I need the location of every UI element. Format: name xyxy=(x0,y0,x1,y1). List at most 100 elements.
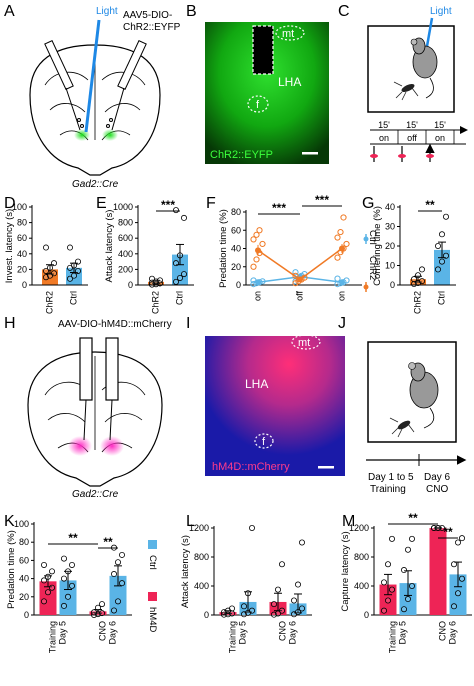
y-tick-label-L-2: 800 xyxy=(194,552,209,562)
x-group-label-M-0-0: Training xyxy=(387,621,397,653)
panel-j: J Day 1 to 5 Training Day 6 CNO xyxy=(338,315,467,495)
cricket-marker-1 xyxy=(370,154,378,158)
legend-label-hm4d-k: hM4D xyxy=(147,607,158,632)
point-M-3-1 xyxy=(454,590,461,597)
point-L-2-4 xyxy=(274,586,281,593)
x-tick-label-G-0: ChR2 xyxy=(412,291,422,314)
light-label-c: Light xyxy=(430,6,452,17)
point-M-0-2 xyxy=(388,586,395,593)
y-axis-label-M: Capture latency (s) xyxy=(340,531,351,611)
injection-pipette-left-a xyxy=(44,39,81,131)
point-L-1-3 xyxy=(240,603,247,610)
point-M-0-4 xyxy=(384,561,391,568)
panel-letter-a: A xyxy=(4,3,15,20)
point-M-3-0 xyxy=(450,603,457,610)
point-K-3-0 xyxy=(111,607,118,614)
point-M-0-1 xyxy=(384,597,391,604)
point-M-0-0 xyxy=(380,607,387,614)
point-D-1-2 xyxy=(75,267,82,274)
x-group-label-L-1-0: CNO xyxy=(277,621,287,641)
arena-c xyxy=(367,25,455,113)
sig-label-M-1: ** xyxy=(443,525,453,539)
mouse-icon-c xyxy=(410,37,438,99)
point-chr2-1-4 xyxy=(292,272,299,279)
y-tick-label-D-3: 60 xyxy=(17,233,27,243)
point-G-0-2 xyxy=(418,278,425,285)
y-tick-label-M-3: 1200 xyxy=(349,523,369,533)
point-G-1-1 xyxy=(438,258,445,265)
point-L-2-1 xyxy=(274,610,281,617)
lha-label-b: LHA xyxy=(278,75,301,89)
point-G-1-5 xyxy=(442,213,449,220)
y-tick-label-E-4: 800 xyxy=(118,218,133,228)
point-L-3-2 xyxy=(298,605,305,612)
timeline-c: 15' on 15' off 15' on xyxy=(370,120,468,162)
point-E-1-3 xyxy=(172,260,179,267)
panel-letter-f: F xyxy=(206,195,216,212)
y-tick-label-G-4: 40 xyxy=(385,202,395,212)
sig-label-E: *** xyxy=(161,198,175,212)
y-tick-label-G-1: 10 xyxy=(385,261,395,271)
cricket-icon-c xyxy=(393,81,419,101)
point-M-0-5 xyxy=(388,535,395,542)
point-ctrl-1-4 xyxy=(292,269,299,276)
point-chr2-0-5 xyxy=(253,231,260,238)
point-E-1-1 xyxy=(176,274,183,281)
point-K-0-4 xyxy=(45,573,52,580)
panel-b: B mt LHA f ChR2::EYFP xyxy=(186,3,329,164)
y-tick-label-K-4: 80 xyxy=(19,537,29,547)
x-group-label-L-0-0: Training xyxy=(227,621,237,653)
step2-line2-j: CNO xyxy=(426,484,448,495)
point-K-2-3 xyxy=(91,609,98,616)
point-M-0-3 xyxy=(380,579,387,586)
stain-label-b: ChR2::EYFP xyxy=(210,149,273,161)
legend-marker-ctrl xyxy=(363,236,369,242)
mcherry-micrograph xyxy=(205,336,345,476)
brain-section-h xyxy=(27,351,163,487)
point-G-0-5 xyxy=(418,266,425,273)
point-L-2-2 xyxy=(278,607,285,614)
legend-label-ctrl-k: Ctrl xyxy=(147,555,158,570)
point-L-3-5 xyxy=(298,539,305,546)
point-chr2-2-3 xyxy=(343,240,350,248)
point-D-1-0 xyxy=(67,275,74,282)
point-D-0-4 xyxy=(47,264,54,271)
y-tick-label-L-1: 400 xyxy=(194,581,209,591)
y-tick-label-D-4: 80 xyxy=(17,218,27,228)
y-axis-label-F: Predation time (%) xyxy=(218,209,229,288)
panel-letter-l: L xyxy=(186,513,195,530)
legend-swatch-hm4d-k xyxy=(148,592,157,601)
panel-letter-m: M xyxy=(342,513,355,530)
mouse-line-h: Gad2::Cre xyxy=(72,489,119,500)
light-label-a: Light xyxy=(96,6,118,17)
point-D-1-5 xyxy=(75,258,82,265)
panel-letter-h: H xyxy=(4,315,16,332)
epoch-state-1: on xyxy=(379,133,389,143)
point-chr2-0-3 xyxy=(259,240,266,248)
point-M-1-3 xyxy=(400,567,407,574)
y-tick-label-F-2: 40 xyxy=(231,244,241,254)
epoch-duration-1: 15' xyxy=(378,120,390,130)
f-label-b: f xyxy=(256,99,260,111)
point-L-2-5 xyxy=(278,561,285,568)
point-E-1-2 xyxy=(180,271,187,278)
point-G-1-4 xyxy=(438,231,445,238)
panel-letter-i: I xyxy=(186,315,190,332)
point-K-1-5 xyxy=(69,561,76,568)
point-D-1-4 xyxy=(71,262,78,269)
point-L-0-5 xyxy=(228,605,235,612)
point-L-3-1 xyxy=(294,609,301,616)
point-K-0-5 xyxy=(49,568,56,575)
point-K-1-2 xyxy=(69,582,76,589)
optic-fiber-a xyxy=(84,19,101,133)
injection-pipette-right-a xyxy=(111,39,147,131)
point-M-3-2 xyxy=(458,575,465,582)
x-group-label-K-0-1: Day 5 xyxy=(57,621,67,645)
panel-letter-g: G xyxy=(362,195,374,212)
y-tick-label-F-4: 80 xyxy=(231,207,241,217)
x-tick-label-D-0: ChR2 xyxy=(44,291,54,314)
point-E-1-0 xyxy=(172,278,179,285)
point-L-3-3 xyxy=(290,597,297,604)
point-K-0-3 xyxy=(41,577,48,584)
